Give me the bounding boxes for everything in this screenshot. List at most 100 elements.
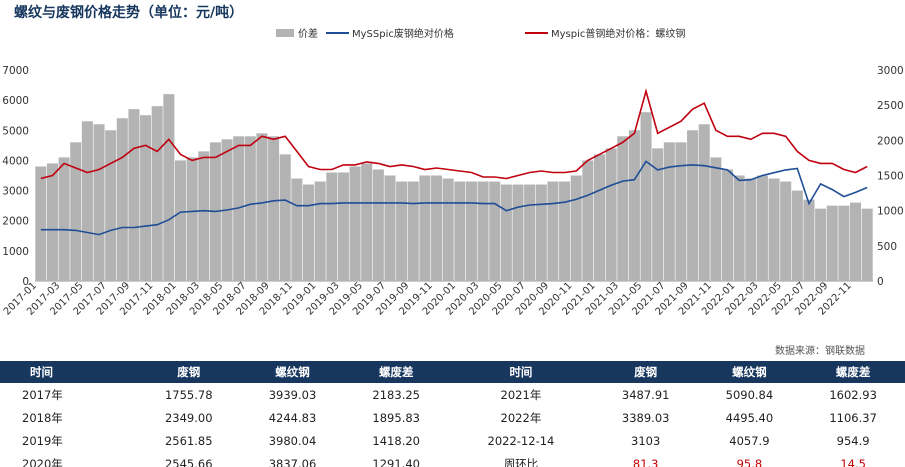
header-rebar-2: 螺纹钢 bbox=[697, 361, 802, 383]
spread-bar bbox=[116, 118, 128, 281]
left-tick-label: 0 bbox=[22, 276, 29, 288]
spread-bar bbox=[477, 181, 489, 281]
header-time-2: 时间 bbox=[448, 361, 594, 383]
table-header-row: 时间 废钢 螺纹钢 螺废差 时间 废钢 螺纹钢 螺废差 bbox=[0, 361, 905, 383]
table-cell: 2018年 bbox=[22, 410, 63, 425]
spread-bar bbox=[605, 148, 617, 281]
spread-bar bbox=[35, 166, 47, 281]
spread-bar bbox=[559, 181, 571, 281]
table-cell: 3939.03 bbox=[268, 387, 317, 402]
spread-bar bbox=[803, 199, 815, 281]
spread-bar bbox=[454, 181, 466, 281]
chart-title: 螺纹与废钢价格走势（单位：元/吨） bbox=[14, 5, 244, 21]
spread-bar bbox=[733, 175, 745, 281]
spread-bar bbox=[640, 112, 652, 281]
spread-bar bbox=[570, 175, 582, 281]
spread-bars bbox=[35, 94, 873, 282]
rebar-price-line bbox=[40, 88, 868, 180]
header-spread-1: 螺废差 bbox=[344, 361, 449, 383]
right-tick-label: 500 bbox=[877, 241, 897, 253]
spread-bar bbox=[628, 130, 640, 281]
spread-bar bbox=[81, 121, 93, 281]
spread-bar bbox=[547, 181, 559, 281]
table-cell: 2022-12-14 bbox=[487, 433, 555, 448]
legend-label: 价差 bbox=[298, 27, 318, 40]
spread-bar bbox=[768, 178, 780, 281]
spread-bar bbox=[838, 205, 850, 281]
spread-bar bbox=[780, 181, 792, 281]
spread-bar bbox=[442, 178, 454, 281]
spread-bar bbox=[617, 136, 629, 281]
left-tick-label: 4000 bbox=[2, 155, 29, 167]
spread-bar bbox=[244, 136, 256, 281]
spread-bar bbox=[687, 130, 699, 281]
spread-bar bbox=[663, 142, 675, 281]
spread-bar bbox=[58, 157, 70, 281]
table-cell: 2021年 bbox=[500, 387, 542, 402]
spread-bar bbox=[186, 157, 198, 281]
table-cell: 2022年 bbox=[500, 410, 542, 425]
spread-bar bbox=[756, 175, 768, 281]
spread-bar bbox=[46, 163, 58, 281]
spread-bar bbox=[140, 115, 152, 281]
spread-bar bbox=[500, 184, 512, 281]
scrap-price-line bbox=[40, 160, 868, 236]
spread-bar bbox=[791, 190, 803, 281]
spread-bar bbox=[70, 142, 82, 281]
spread-bar bbox=[151, 106, 163, 282]
legend-swatch-spread bbox=[276, 29, 294, 37]
spread-bar bbox=[850, 202, 862, 281]
spread-bar bbox=[745, 178, 757, 281]
left-tick-label: 5000 bbox=[2, 125, 29, 137]
table-cell: 1895.83 bbox=[372, 410, 420, 425]
spread-bar bbox=[535, 184, 547, 281]
table-cell: 1291.40 bbox=[372, 456, 420, 467]
left-tick-label: 1000 bbox=[2, 246, 29, 258]
table-cell: 14.5 bbox=[840, 456, 866, 467]
table-cell: 3837.06 bbox=[268, 456, 317, 467]
spread-bar bbox=[93, 124, 105, 281]
spread-bar bbox=[710, 157, 722, 281]
spread-bar bbox=[302, 184, 315, 281]
table-cell: 2545.66 bbox=[164, 456, 213, 467]
table-row: 2020年 2545.66 3837.06 1291.40 周环比 81.3 9… bbox=[0, 452, 905, 467]
table-cell: 2017年 bbox=[22, 387, 63, 402]
spread-bar bbox=[384, 175, 396, 281]
spread-bar bbox=[465, 181, 477, 281]
header-rebar-1: 螺纹钢 bbox=[240, 361, 345, 383]
table-row: 2018年 2349.00 4244.83 1895.83 2022年 3389… bbox=[0, 406, 905, 429]
spread-bar bbox=[361, 163, 373, 281]
spread-bar bbox=[349, 166, 361, 281]
spread-bar bbox=[372, 169, 384, 281]
header-scrap-2: 废钢 bbox=[593, 361, 698, 383]
table-cell: 4244.83 bbox=[268, 410, 317, 425]
table-cell: 3103 bbox=[631, 433, 661, 448]
table-cell: 4495.40 bbox=[725, 410, 774, 425]
table-cell: 1106.37 bbox=[829, 410, 877, 425]
table-row: 2017年 1755.78 3939.03 2183.25 2021年 3487… bbox=[0, 383, 905, 406]
spread-bar bbox=[105, 130, 117, 281]
spread-bar bbox=[128, 109, 140, 281]
spread-bar bbox=[291, 178, 303, 281]
spread-bar bbox=[593, 154, 606, 281]
spread-bar bbox=[524, 184, 536, 281]
spread-bar bbox=[721, 169, 734, 281]
table-cell: 4057.9 bbox=[729, 433, 770, 448]
left-tick-label: 3000 bbox=[2, 186, 29, 198]
spread-bar bbox=[198, 151, 210, 281]
spread-bar bbox=[396, 181, 408, 281]
legend: 价差 MySSpic废钢绝对价格 Myspic普钢绝对价格：螺纹钢 bbox=[276, 27, 685, 40]
spread-bar bbox=[512, 184, 524, 281]
table-cell: 1602.93 bbox=[829, 387, 877, 402]
spread-bar bbox=[419, 175, 431, 281]
table-cell: 954.9 bbox=[836, 433, 870, 448]
table-cell: 2183.25 bbox=[372, 387, 420, 402]
spread-bar bbox=[698, 124, 710, 281]
right-tick-label: 2500 bbox=[877, 100, 904, 112]
left-tick-label: 7000 bbox=[2, 65, 29, 77]
table-cell: 95.8 bbox=[736, 456, 763, 467]
right-tick-label: 1000 bbox=[877, 206, 904, 218]
spread-bar bbox=[431, 175, 443, 281]
price-table: 时间 废钢 螺纹钢 螺废差 时间 废钢 螺纹钢 螺废差 2017年 1755.7… bbox=[0, 361, 905, 467]
table-cell: 3389.03 bbox=[621, 410, 670, 425]
